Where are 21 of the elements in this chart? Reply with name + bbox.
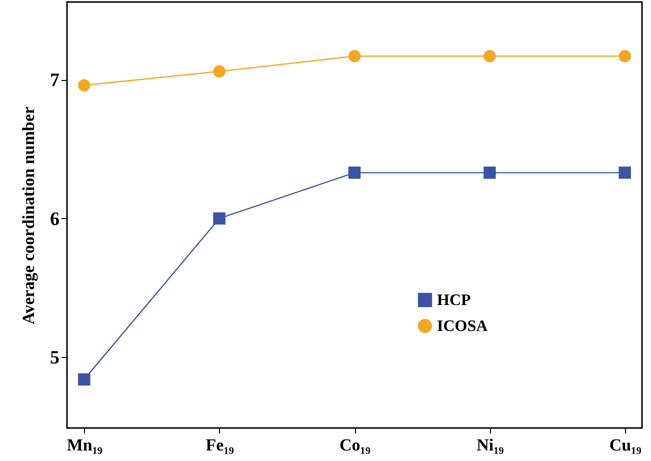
y-tick-label: 7 bbox=[50, 70, 60, 92]
legend-label: HCP bbox=[437, 292, 471, 309]
point bbox=[618, 166, 631, 179]
legend-label: ICOSA bbox=[437, 318, 488, 335]
point bbox=[484, 50, 496, 62]
x-tick-label: Cu₁₉ bbox=[609, 436, 642, 454]
x-tick-label: Co₁₉ bbox=[340, 436, 370, 454]
point bbox=[213, 65, 226, 78]
y-tick-label: 6 bbox=[50, 208, 60, 230]
y-tick-label: 5 bbox=[50, 348, 60, 369]
point bbox=[213, 212, 226, 225]
x-tick-label: Ni₁₉ bbox=[476, 436, 504, 454]
point bbox=[78, 79, 90, 92]
point bbox=[78, 373, 90, 386]
point bbox=[618, 50, 631, 62]
point bbox=[484, 166, 496, 179]
y-axis-title: Average coordination number bbox=[19, 106, 38, 324]
x-tick-label: Fe₁₉ bbox=[206, 436, 234, 454]
point bbox=[348, 50, 361, 62]
x-tick-label: Mn₁₉ bbox=[66, 436, 103, 454]
point bbox=[348, 166, 361, 179]
